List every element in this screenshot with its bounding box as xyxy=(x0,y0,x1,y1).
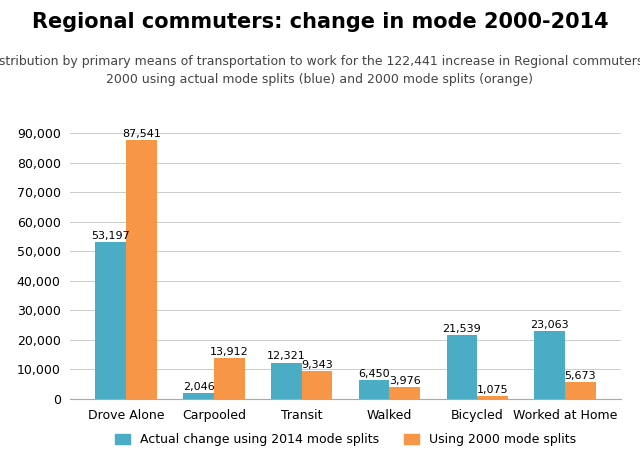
Bar xyxy=(95,242,126,399)
Bar xyxy=(565,382,596,399)
Text: The distribution by primary means of transportation to work for the 122,441 incr: The distribution by primary means of tra… xyxy=(0,55,640,86)
Bar xyxy=(126,140,157,399)
Bar xyxy=(271,362,301,399)
Bar xyxy=(534,331,565,399)
Legend: Actual change using 2014 mode splits, Using 2000 mode splits: Actual change using 2014 mode splits, Us… xyxy=(110,428,581,451)
Text: 2,046: 2,046 xyxy=(182,382,214,392)
Text: 23,063: 23,063 xyxy=(531,320,569,330)
Text: 13,912: 13,912 xyxy=(210,347,249,357)
Text: 9,343: 9,343 xyxy=(301,360,333,370)
Bar xyxy=(214,358,244,399)
Text: 12,321: 12,321 xyxy=(267,352,306,361)
Bar xyxy=(477,396,508,399)
Bar xyxy=(447,335,477,399)
Text: Regional commuters: change in mode 2000-2014: Regional commuters: change in mode 2000-… xyxy=(32,12,608,32)
Text: 53,197: 53,197 xyxy=(92,230,130,241)
Text: 87,541: 87,541 xyxy=(122,129,161,139)
Text: 5,673: 5,673 xyxy=(564,371,596,381)
Bar xyxy=(359,380,390,399)
Bar xyxy=(301,371,332,399)
Text: 21,539: 21,539 xyxy=(442,324,481,334)
Text: 1,075: 1,075 xyxy=(477,385,508,395)
Text: 3,976: 3,976 xyxy=(389,376,420,386)
Text: 6,450: 6,450 xyxy=(358,369,390,379)
Bar xyxy=(390,387,420,399)
Bar xyxy=(183,393,214,399)
